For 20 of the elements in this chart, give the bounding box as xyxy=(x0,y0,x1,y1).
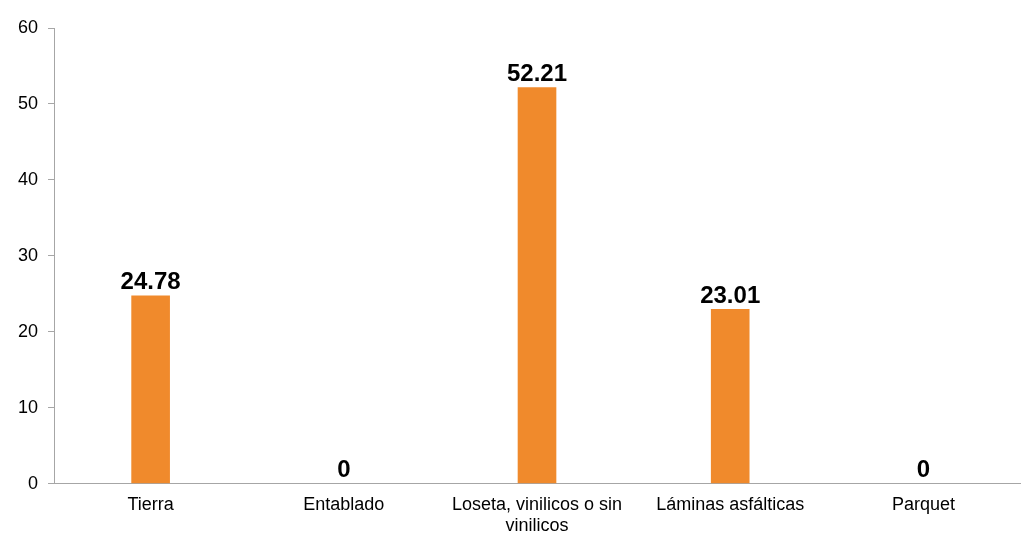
data-label: 24.78 xyxy=(120,267,181,295)
data-label: 23.01 xyxy=(700,280,761,308)
y-tick-label: 30 xyxy=(17,244,39,265)
bar xyxy=(131,295,170,484)
x-tick-label: Entablado xyxy=(303,493,385,514)
x-tick-label: Parquet xyxy=(891,493,955,514)
x-tick-label: Láminas asfálticas xyxy=(656,493,805,514)
y-tick-label: 20 xyxy=(17,320,39,341)
bar xyxy=(710,309,750,484)
y-tick-label: 10 xyxy=(17,396,39,417)
y-tick-label: 60 xyxy=(17,16,39,37)
data-label: 0 xyxy=(337,455,351,483)
bar xyxy=(517,87,557,484)
y-tick-label: 0 xyxy=(28,472,39,493)
y-tick-label: 50 xyxy=(17,92,39,113)
data-label: 0 xyxy=(916,455,931,483)
x-tick-label: Loseta, vinilicos o sin vinilicos xyxy=(451,493,623,536)
x-tick-label: Tierra xyxy=(127,493,175,514)
y-tick-label: 40 xyxy=(17,168,39,189)
data-label: 52.21 xyxy=(506,58,568,86)
